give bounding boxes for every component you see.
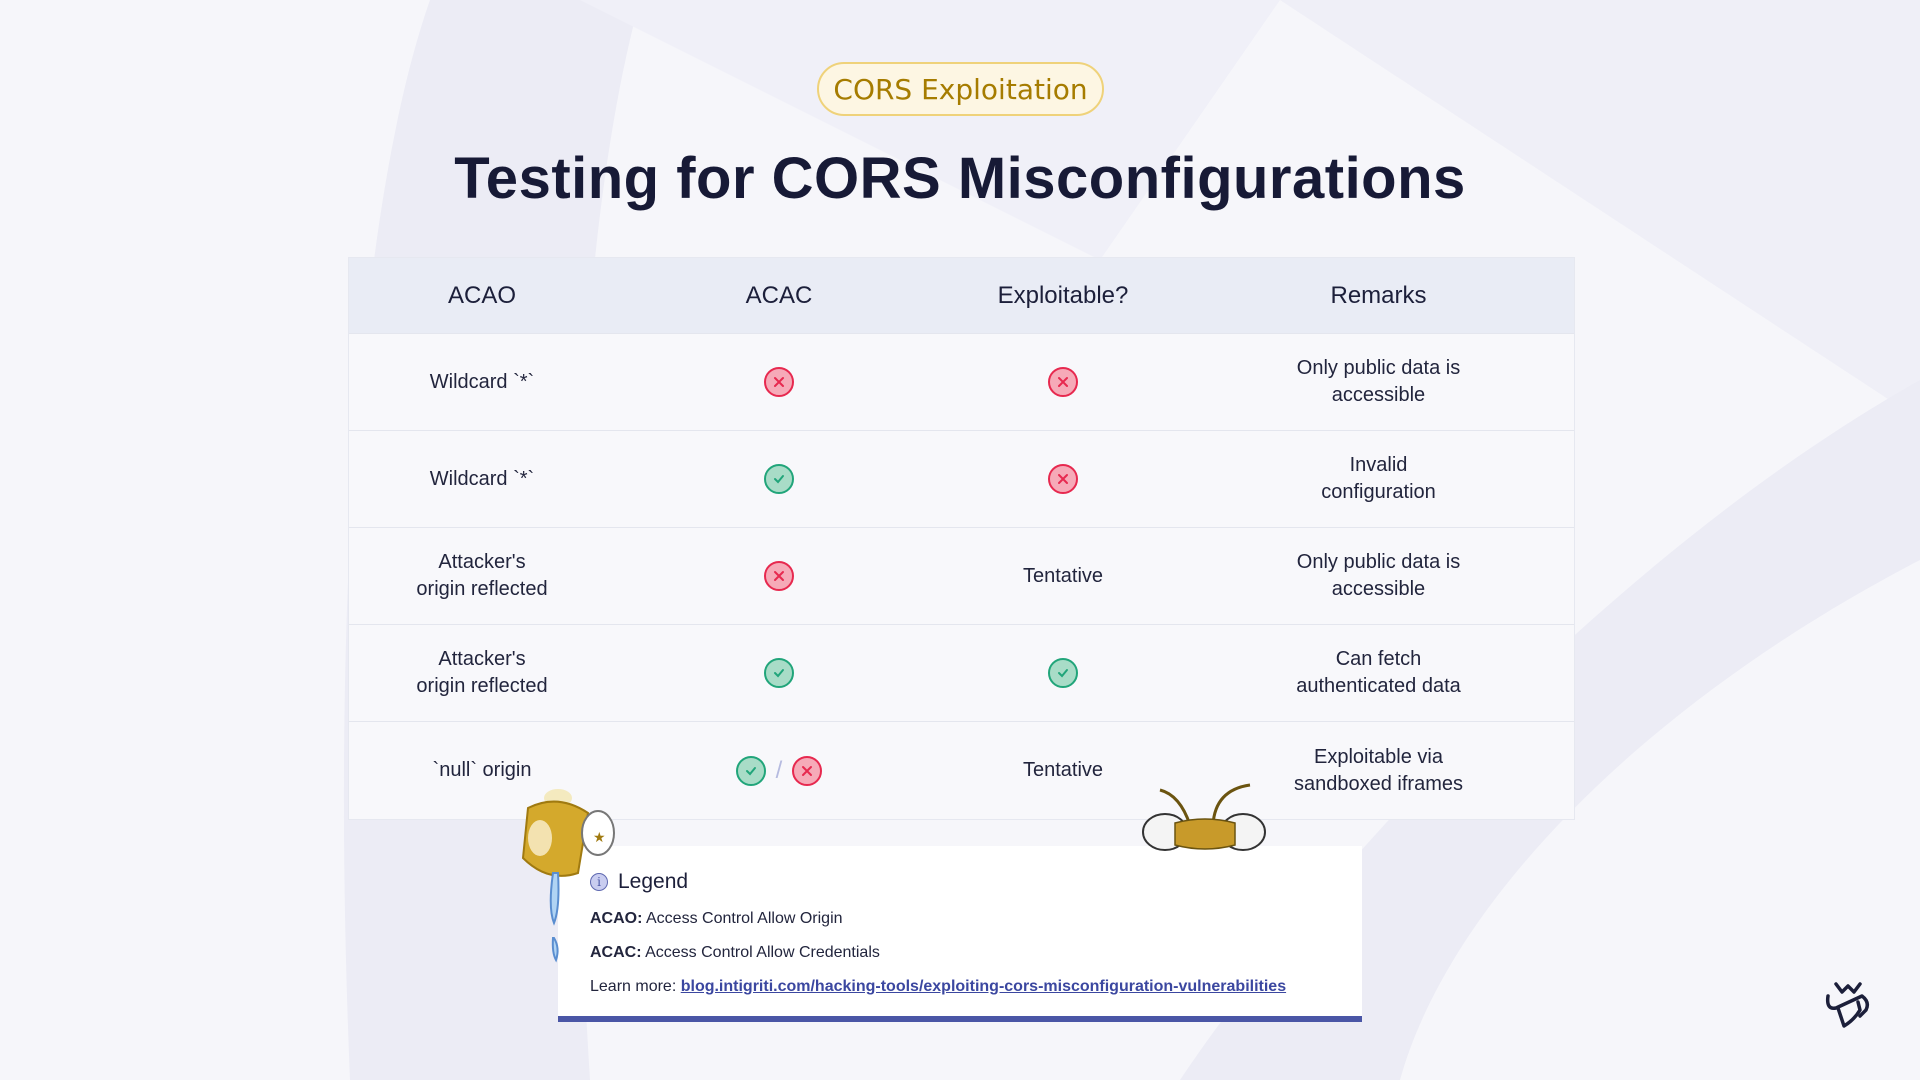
info-icon: i xyxy=(590,873,608,891)
table-header: ACAO ACAC Exploitable? Remarks xyxy=(349,258,1574,333)
acao-definition: Access Control Allow Origin xyxy=(646,910,843,927)
bee-mascot-right-icon xyxy=(1142,783,1266,851)
page-title: Testing for CORS Misconfigurations xyxy=(454,146,1466,211)
learn-more-label: Learn more: xyxy=(590,978,677,995)
cross-icon xyxy=(764,367,794,397)
exploitable-cell: Tentative xyxy=(1022,759,1104,781)
legend-acac: ACAC: Access Control Allow Credentials xyxy=(590,944,880,962)
slash-separator: / xyxy=(775,757,783,784)
acao-cell: Wildcard `*` xyxy=(429,467,535,490)
acac-cell xyxy=(615,367,943,397)
cors-table: ACAO ACAC Exploitable? Remarks Wildcard … xyxy=(348,257,1575,820)
header-acac: ACAC xyxy=(745,282,813,309)
acao-cell: Attacker's origin reflected xyxy=(416,648,548,697)
remarks-cell: Exploitable via sandboxed iframes xyxy=(1294,745,1463,795)
remarks-cell: Only public data is accessible xyxy=(1296,357,1461,406)
remarks-cell: Can fetch authenticated data xyxy=(1296,648,1461,697)
check-icon xyxy=(764,658,794,688)
bee-mascot-left-icon: ★ xyxy=(521,789,615,963)
exploitable-cell xyxy=(943,658,1183,688)
cross-icon xyxy=(1048,464,1078,494)
check-icon xyxy=(735,755,766,786)
table-row: Attacker's origin reflected Can fetch aut… xyxy=(349,624,1574,721)
exploitable-cell: Tentative xyxy=(1022,564,1104,587)
header-exploitable: Exploitable? xyxy=(997,282,1129,309)
acao-term: ACAO: xyxy=(590,910,643,927)
legend-title: Legend xyxy=(618,870,689,893)
cross-icon xyxy=(764,561,794,591)
check-icon xyxy=(764,464,794,494)
acao-cell: `null` origin xyxy=(432,759,532,781)
acac-cell xyxy=(615,464,943,494)
table-row: `null` origin / Tentative Exploitable via s… xyxy=(349,721,1574,819)
acao-cell: Attacker's origin reflected xyxy=(416,551,548,600)
acac-cell xyxy=(615,561,943,591)
table-row: Wildcard `*` Invalid configuration xyxy=(349,430,1574,527)
exploitable-cell xyxy=(943,464,1183,494)
svg-text:★: ★ xyxy=(593,829,606,845)
legend-learn-more: Learn more: blog.intigriti.com/hacking-t… xyxy=(590,978,1286,996)
legend-panel: i Legend ACAO: Access Control Allow Orig… xyxy=(558,846,1362,1022)
exploitable-cell xyxy=(943,367,1183,397)
legend-acao: ACAO: Access Control Allow Origin xyxy=(590,910,843,928)
cross-icon xyxy=(1048,367,1078,397)
acac-definition: Access Control Allow Credentials xyxy=(645,944,880,961)
remarks-cell: Only public data is accessible xyxy=(1296,551,1461,600)
intigriti-logo-icon xyxy=(1825,982,1870,1028)
header-acao: ACAO xyxy=(447,282,516,309)
acao-cell: Wildcard `*` xyxy=(429,370,535,393)
table-row: Attacker's origin reflected Tentative Only… xyxy=(349,527,1574,624)
check-icon xyxy=(1048,658,1078,688)
cross-icon xyxy=(792,755,823,786)
table-row: Wildcard `*` Only public data is accessib… xyxy=(349,333,1574,430)
acac-term: ACAC: xyxy=(590,944,642,961)
category-badge: CORS Exploitation xyxy=(817,62,1104,116)
learn-more-link[interactable]: blog.intigriti.com/hacking-tools/exploit… xyxy=(680,978,1287,995)
remarks-cell: Invalid configuration xyxy=(1321,454,1436,503)
acac-cell xyxy=(615,658,943,688)
header-remarks: Remarks xyxy=(1330,282,1427,309)
acac-cell: / xyxy=(615,755,943,786)
